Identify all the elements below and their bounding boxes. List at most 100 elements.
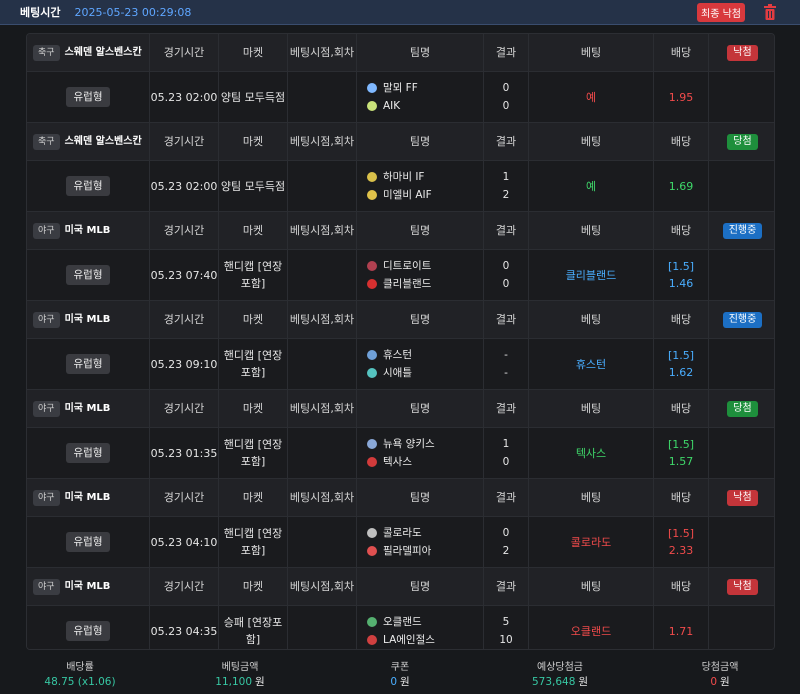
bet-type-button[interactable]: 유럽형 [65,87,111,107]
type-cell: 유럽형 [27,72,150,122]
cleveland-logo-icon [367,279,377,289]
market-name: 핸디캡 [연장포함] [223,260,283,290]
header-point-label: 베팅시점,회차 [289,491,355,504]
market-cell: 핸디캡 [연장포함] [219,517,288,567]
game-time: 05.23 02:00 [150,90,218,104]
footer-number: 0 [390,675,397,688]
houston-logo-icon [367,350,377,360]
bet-group: 야구 미국 MLB 경기시간 마켓 베팅시점,회차 팀명 결과 베팅 배당 낙첨 유럽형 05.23 … [27,568,774,649]
header-point-label: 베팅시점,회차 [289,46,355,59]
texas-logo-icon [367,457,377,467]
bet-type-button[interactable]: 유럽형 [65,265,111,285]
bet-pick: 콜로라도 [570,535,612,549]
bet-type-button[interactable]: 유럽형 [65,176,111,196]
footer-number: 0 [710,675,717,688]
header-market-label: 마켓 [242,224,264,237]
team-line: 디트로이트 [367,257,431,275]
footer-stat: 쿠폰 0 원 [320,656,480,694]
footer-stat: 예상당첨금 573,648 원 [480,656,640,694]
header-bet-label: 베팅 [580,46,602,59]
header-team-label: 팀명 [409,491,431,504]
league-cell: 축구 스웨덴 알스벤스칸 [27,123,150,160]
footer-value: 11,100 원 [215,675,264,690]
header-team-label: 팀명 [409,46,431,59]
team-line: 시애틀 [367,364,412,382]
bet-type-button[interactable]: 유럽형 [65,354,111,374]
trash-icon[interactable] [764,4,776,20]
result-cell: 5 10 [484,606,529,649]
sport-tag: 축구 [33,133,60,150]
header-point: 베팅시점,회차 [288,212,357,249]
footer-stat: 당첨금액 0 원 [640,656,800,694]
odds-value: 1.95 [668,90,694,104]
status-cell: 낙첨 [709,34,774,71]
bet-group: 야구 미국 MLB 경기시간 마켓 베팅시점,회차 팀명 결과 베팅 배당 진행중 유럽형 05.23… [27,301,774,390]
header-odds: 배당 [654,301,709,338]
header-result: 결과 [484,123,529,160]
game-time-cell: 05.23 02:00 [150,72,219,122]
sport-tag: 야구 [33,222,60,239]
bet-group-header: 야구 미국 MLB 경기시간 마켓 베팅시점,회차 팀명 결과 베팅 배당 낙첨 [27,479,774,517]
odds-value: [1.5] 1.46 [667,260,695,290]
team-name: 디트로이트 [383,259,432,272]
market-name: 양팀 모두득점 [220,90,286,104]
footer-number: 573,648 [531,675,576,688]
bet-row: 유럽형 05.23 02:00 양팀 모두득점 말뫼 FF AIK 0 0 예 1.95 [27,72,774,123]
status-badge: 낙첨 [727,489,758,506]
score: 1 [502,438,510,450]
header-team: 팀명 [357,390,484,427]
team-name: 말뫼 FF [383,81,418,94]
header-team-label: 팀명 [409,313,431,326]
empty-cell [709,517,774,567]
header-bet: 베팅 [529,479,654,516]
header-bet: 베팅 [529,34,654,71]
bet-row: 유럽형 05.23 07:40 핸디캡 [연장포함] 디트로이트 클리블랜드 0 0 클리블랜… [27,250,774,301]
market-cell: 승패 [연장포함] [219,606,288,649]
league-cell: 야구 미국 MLB [27,301,150,338]
header-bet: 베팅 [529,123,654,160]
score: 1 [502,171,510,183]
header-odds: 배당 [654,568,709,605]
odds-cell: 1.71 [654,606,709,649]
game-time-cell: 05.23 02:00 [150,161,219,211]
header-market-label: 마켓 [242,580,264,593]
header-point: 베팅시점,회차 [288,123,357,160]
league-cell: 야구 미국 MLB [27,212,150,249]
teams-cell: 말뫼 FF AIK [357,72,484,122]
bet-pick-cell: 오클랜드 [529,606,654,649]
header-time-label: 경기시간 [163,580,205,593]
footer-value: 48.75 (x1.06) [44,675,115,690]
bet-group: 야구 미국 MLB 경기시간 마켓 베팅시점,회차 팀명 결과 베팅 배당 당첨 유럽형 05.23 … [27,390,774,479]
status-cell: 진행중 [709,301,774,338]
status-cell: 낙첨 [709,479,774,516]
team-name: 클리블랜드 [383,277,432,290]
bet-type-button[interactable]: 유럽형 [65,532,111,552]
header-market-label: 마켓 [242,135,264,148]
mjallby-logo-icon [367,190,377,200]
header-time-label: 경기시간 [163,224,205,237]
market-cell: 핸디캡 [연장포함] [219,428,288,478]
bet-point-cell [288,517,357,567]
bet-pick: 예 [585,90,597,104]
bet-point-cell [288,72,357,122]
header-result: 결과 [484,390,529,427]
header-point: 베팅시점,회차 [288,568,357,605]
score: - [504,349,508,361]
bet-type-button[interactable]: 유럽형 [65,443,111,463]
score: 0 [502,260,510,272]
header-team: 팀명 [357,123,484,160]
league-name: 미국 MLB [64,492,111,503]
final-lose-button[interactable]: 최종 낙첨 [697,3,745,22]
team-name: 휴스턴 [383,348,412,361]
status-badge: 낙첨 [727,44,758,61]
header-result-label: 결과 [495,491,517,504]
empty-cell [709,606,774,649]
header-market-label: 마켓 [242,402,264,415]
bet-row: 유럽형 05.23 01:35 핸디캡 [연장포함] 뉴욕 양키스 텍사스 1 0 텍사스 [1… [27,428,774,479]
bet-type-button[interactable]: 유럽형 [65,621,111,641]
score: 2 [502,545,510,557]
